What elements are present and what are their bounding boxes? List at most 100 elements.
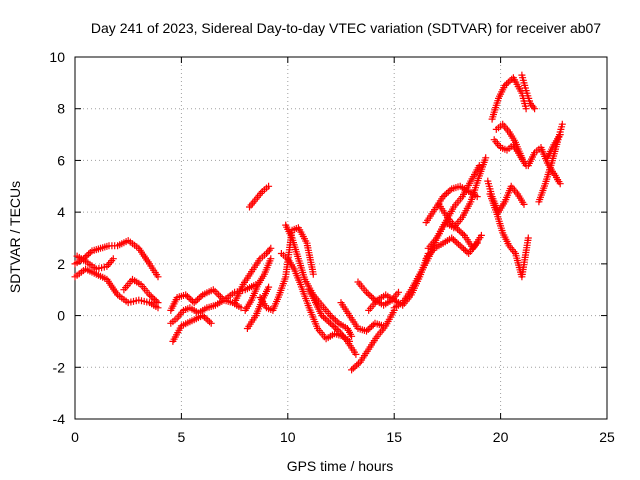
trace-d-point [146,291,153,299]
x-tick-label: 25 [599,429,615,445]
x-tick-label: 15 [386,429,402,445]
trace-u-point [443,190,450,197]
trace-w-point [453,239,461,247]
trace-u-point [444,188,452,196]
trace-p-point [354,360,362,368]
trace-f-point [207,319,215,327]
trace-f-point [202,315,210,323]
trace-ae-point [556,180,564,188]
trace-t-point [475,162,483,170]
y-tick-label: 4 [57,204,65,220]
x-tick-label: 5 [178,429,186,445]
y-tick-label: 8 [57,101,65,117]
trace-o-point [352,350,360,358]
trace-z-point [501,81,509,89]
trace-d-point [151,296,159,303]
trace-p-point [349,364,357,372]
y-tick-label: -4 [53,411,66,427]
trace-e-point [185,294,193,302]
trace-q-point [363,327,370,335]
trace-ab-point [518,154,526,162]
trace-p-point [348,366,356,374]
trace-w-point [451,237,459,245]
trace-e-point [187,296,195,303]
trace-n-point [328,313,336,321]
trace-o-point [330,322,338,330]
trace-o-point [325,318,333,326]
trace-e-point [215,291,223,299]
trace-w-point [458,243,466,251]
y-tick-label: 6 [57,152,65,168]
trace-e-point [192,297,200,305]
trace-r-point [395,288,402,296]
trace-w-point [455,240,462,248]
trace-e-point [183,292,191,300]
trace-j-point [265,283,273,291]
trace-q-point [368,322,376,330]
trace-af-point [558,120,566,128]
trace-y-point [524,234,532,242]
trace-o-point [328,321,336,329]
trace-p-point [351,363,359,371]
data-points [71,71,566,374]
trace-w-point [449,236,457,244]
trace-w-point [460,245,468,253]
trace-u-point [439,193,447,201]
y-tick-label: 10 [49,49,65,65]
trace-i-point [267,255,275,263]
trace-q-point [366,324,374,332]
trace-x-point [457,228,465,236]
trace-h-point [267,244,275,252]
x-tick-label: 0 [71,429,79,445]
trace-z-point [506,77,514,85]
trace-ag-point [556,131,564,139]
x-tick-label: 20 [493,429,509,445]
trace-o-point [333,326,341,333]
trace-x-point [454,225,462,233]
trace-n-point [330,315,338,323]
trace-v-point [482,154,490,162]
trace-o-point [321,315,329,323]
chart-title: Day 241 of 2023, Sidereal Day-to-day VTE… [91,20,601,36]
trace-b-point [83,252,91,260]
trace-ad-point [531,105,539,113]
y-tick-label: 0 [57,308,65,324]
trace-w-point [461,246,469,254]
trace-l-point [265,182,273,190]
trace-e-point [195,294,203,302]
trace-z-point [504,78,512,86]
trace-x-point [455,227,463,235]
trace-f-point [206,318,213,326]
axis-ticks: 0 5 10 15 20 25 -4 -2 0 2 4 6 8 10 [49,49,615,445]
trace-c-point [109,255,117,263]
trace-u-point [441,191,449,199]
plot-frame [74,56,608,420]
trace-q-point [364,326,372,333]
trace-r-point [366,291,374,299]
y-tick-label: 2 [57,256,65,272]
trace-e-point [211,287,219,295]
trace-w-point [456,242,464,250]
trace-o-point [323,316,331,324]
trace-x-point [477,231,485,239]
trace-b-point [86,249,94,256]
trace-e-point [197,292,205,300]
trace-n-point [332,316,339,324]
trace-r-point [368,293,376,301]
trace-d-point [149,294,157,302]
trace-u-point [446,186,454,194]
trace-r-point [363,288,370,296]
trace-e-point [182,291,190,299]
trace-ad-point [529,103,537,111]
trace-ac-point [520,200,528,208]
trace-n-point [326,312,334,320]
trace-n-point [333,318,341,326]
trace-q-point [380,322,388,330]
trace-o-point [326,319,334,327]
trace-x-point [452,224,460,232]
trace-d-point [154,299,162,307]
trace-w-point [448,234,456,242]
trace-k-point [309,270,317,278]
trace-q-point [369,321,377,329]
